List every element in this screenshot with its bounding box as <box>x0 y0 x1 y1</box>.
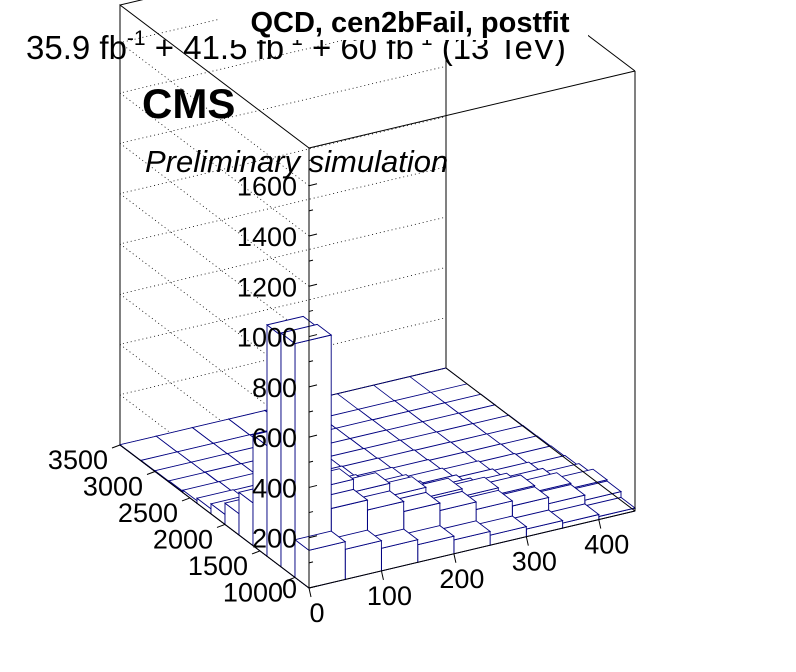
z-tick-label: 0 <box>282 574 297 604</box>
z-minor-tick <box>308 309 314 312</box>
plot-title: QCD, cen2bFail, postfit <box>250 7 569 39</box>
z-gridline <box>119 15 447 237</box>
z-minor-tick <box>308 561 314 564</box>
lego-bar <box>293 530 347 589</box>
z-minor-tick <box>308 259 314 262</box>
y-tick <box>146 471 156 475</box>
y-tick <box>251 550 261 555</box>
z-minor-tick <box>308 209 314 212</box>
y-tick-label: 3000 <box>83 471 143 501</box>
bar-top-face <box>293 530 347 551</box>
y-tick-label: 3500 <box>48 445 108 475</box>
z-tick <box>308 585 318 589</box>
y-axis-line <box>119 444 310 589</box>
z-tick-label: 200 <box>252 524 297 554</box>
y-tick <box>216 523 226 528</box>
x-tick <box>525 536 529 546</box>
y-tick-label: 2000 <box>153 524 213 554</box>
z-axis-ticks: 0 200 400 600 800 1000 1200 1400 1600 <box>237 159 318 604</box>
z-gridline <box>119 65 447 287</box>
z-minor-tick <box>308 460 314 463</box>
z-tick-label: 1600 <box>237 172 297 202</box>
frame-edge <box>540 0 636 72</box>
z-tick-label: 1400 <box>237 222 297 252</box>
z-minor-tick <box>308 410 314 413</box>
z-tick <box>308 233 318 237</box>
frame-edge <box>308 70 636 149</box>
z-gridline <box>119 166 447 388</box>
z-tick-label: 600 <box>252 423 297 453</box>
y-tick-label: 1000 <box>223 577 283 607</box>
frame-edge <box>445 367 636 512</box>
z-tick-label: 1200 <box>237 272 297 302</box>
x-tick-label: 100 <box>367 581 412 611</box>
cms-label: CMS <box>142 80 235 127</box>
y-tick <box>286 576 296 581</box>
z-gridline <box>119 116 447 337</box>
bar-top-face <box>279 323 333 345</box>
x-tick <box>308 587 312 598</box>
y-tick <box>181 497 191 502</box>
z-minor-tick <box>308 511 314 514</box>
x-tick <box>380 570 384 580</box>
y-tick-label: 1500 <box>188 551 248 581</box>
x-tick-label: 400 <box>584 530 629 560</box>
z-tick <box>308 183 318 187</box>
z-tick-label: 400 <box>252 473 297 503</box>
x-tick <box>453 553 457 563</box>
x-tick-label: 0 <box>309 598 324 628</box>
plot-frame-front <box>119 0 636 589</box>
z-tick <box>308 484 318 488</box>
y-tick-label: 2500 <box>118 498 178 528</box>
z-tick <box>308 384 318 388</box>
x-axis-line <box>308 510 636 589</box>
x-tick <box>598 519 602 529</box>
title-box <box>218 0 588 40</box>
z-tick-label: 1000 <box>237 323 297 353</box>
preliminary-label: Preliminary simulation <box>145 144 448 179</box>
z-minor-tick <box>308 159 314 162</box>
z-tick <box>308 535 318 539</box>
z-tick <box>308 334 318 338</box>
x-tick-label: 200 <box>439 564 484 594</box>
z-tick <box>308 434 318 438</box>
z-tick-label: 800 <box>252 373 297 403</box>
z-gridline <box>119 267 447 488</box>
x-axis-ticks: 0 100 200 300 400 <box>308 519 629 628</box>
z-tick <box>308 283 318 287</box>
x-tick-label: 300 <box>512 547 557 577</box>
z-gridline <box>119 317 447 539</box>
z-minor-tick <box>308 360 314 363</box>
y-tick <box>111 444 121 449</box>
lego-bar <box>279 323 333 579</box>
z-gridline <box>119 216 447 438</box>
lego-bars <box>118 315 637 589</box>
